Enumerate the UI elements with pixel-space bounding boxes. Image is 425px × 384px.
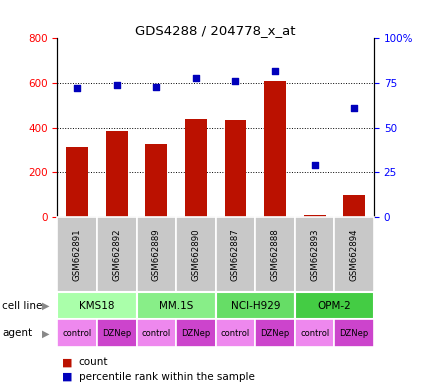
Bar [215,319,255,347]
Bar [295,217,334,292]
Text: cell line: cell line [2,301,42,311]
Text: GSM662890: GSM662890 [191,228,201,281]
Text: NCI-H929: NCI-H929 [230,301,280,311]
Point [153,84,160,90]
Bar [295,292,374,319]
Text: GSM662887: GSM662887 [231,228,240,281]
Bar [255,319,295,347]
Text: percentile rank within the sample: percentile rank within the sample [79,372,255,382]
Bar [57,292,136,319]
Point [272,68,278,74]
Bar [145,144,167,217]
Bar [264,81,286,217]
Bar [185,119,207,217]
Text: KMS18: KMS18 [79,301,115,311]
Text: DZNep: DZNep [340,329,369,338]
Text: OPM-2: OPM-2 [317,301,351,311]
Text: DZNep: DZNep [102,329,131,338]
Point [232,78,239,84]
Bar [136,319,176,347]
Bar [334,217,374,292]
Bar [215,292,295,319]
Text: GSM662894: GSM662894 [350,228,359,281]
Text: GSM662893: GSM662893 [310,228,319,281]
Text: control: control [62,329,92,338]
Bar [255,217,295,292]
Text: GSM662888: GSM662888 [271,228,280,281]
Bar [176,217,215,292]
Bar [57,319,97,347]
Text: GSM662889: GSM662889 [152,228,161,281]
Bar [334,319,374,347]
Text: GSM662892: GSM662892 [112,228,121,281]
Bar [215,217,255,292]
Point [351,105,357,111]
Point [74,85,81,91]
Bar [295,319,334,347]
Text: control: control [300,329,329,338]
Text: GSM662891: GSM662891 [73,228,82,281]
Text: control: control [142,329,171,338]
Bar [224,120,246,217]
Text: MM.1S: MM.1S [159,301,193,311]
Bar [97,319,136,347]
Title: GDS4288 / 204778_x_at: GDS4288 / 204778_x_at [136,24,296,37]
Text: DZNep: DZNep [261,329,290,338]
Text: control: control [221,329,250,338]
Text: agent: agent [2,328,32,338]
Point [311,162,318,168]
Bar [343,195,365,217]
Bar [97,217,136,292]
Point [193,74,199,81]
Bar [106,131,128,217]
Text: ▶: ▶ [42,301,49,311]
Point [113,82,120,88]
Text: DZNep: DZNep [181,329,210,338]
Text: count: count [79,358,108,367]
Bar [57,217,97,292]
Bar [176,319,215,347]
Bar [136,292,215,319]
Text: ■: ■ [62,358,72,367]
Bar [304,215,326,217]
Text: ▶: ▶ [42,328,49,338]
Text: ■: ■ [62,372,72,382]
Bar [136,217,176,292]
Bar [66,147,88,217]
